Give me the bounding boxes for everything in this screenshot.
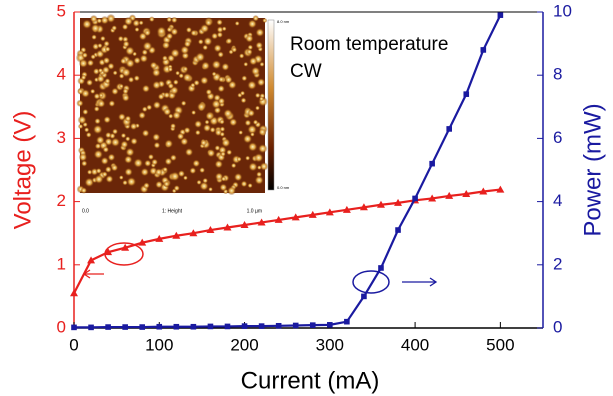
data-point bbox=[71, 325, 77, 331]
chart: 0.0 1: Height 1.0 µm 8.0 nm 0.0 nm Room … bbox=[0, 0, 613, 396]
x-tick-label: 500 bbox=[486, 335, 514, 354]
data-point bbox=[344, 319, 350, 325]
y2-tick-label: 4 bbox=[553, 191, 562, 210]
y2-tick-label: 0 bbox=[553, 317, 562, 336]
data-point bbox=[156, 324, 162, 330]
y-tick-label: 5 bbox=[57, 1, 66, 20]
y2-axis-label: Power (mW) bbox=[579, 103, 606, 236]
series-marker-circle bbox=[353, 271, 389, 293]
data-point bbox=[481, 47, 487, 53]
y2-tick-label: 10 bbox=[553, 1, 572, 20]
data-point bbox=[429, 161, 435, 167]
y-tick-label: 3 bbox=[57, 128, 66, 147]
data-point bbox=[208, 324, 214, 330]
data-point bbox=[276, 323, 282, 329]
x-tick-label: 300 bbox=[316, 335, 344, 354]
data-point bbox=[122, 324, 128, 330]
series-line bbox=[74, 190, 500, 294]
data-point bbox=[378, 265, 384, 271]
y2-tick-label: 2 bbox=[553, 254, 562, 273]
x-tick-label: 100 bbox=[145, 335, 173, 354]
inset-label: 8.0 nm bbox=[277, 19, 290, 24]
data-point bbox=[88, 325, 94, 331]
y-axis-label: Voltage (V) bbox=[9, 111, 36, 230]
x-axis-label: Current (mA) bbox=[241, 367, 380, 394]
inset-label: 1: Height bbox=[162, 208, 183, 214]
y-tick-label: 4 bbox=[57, 65, 66, 84]
data-point bbox=[139, 324, 145, 330]
data-point bbox=[105, 324, 111, 330]
y2-tick-label: 6 bbox=[553, 128, 562, 147]
data-point bbox=[463, 91, 469, 97]
data-point bbox=[446, 126, 452, 132]
y-tick-label: 0 bbox=[57, 317, 66, 336]
inset-label: 1.0 µm bbox=[247, 208, 262, 214]
inset-image bbox=[76, 14, 274, 195]
data-point bbox=[395, 227, 401, 233]
inset-label: 0.0 nm bbox=[277, 185, 290, 190]
annotation: Room temperature bbox=[290, 34, 448, 55]
data-point bbox=[412, 196, 418, 202]
data-point bbox=[327, 322, 333, 328]
y-tick-label: 1 bbox=[57, 254, 66, 273]
arrow bbox=[84, 270, 104, 278]
data-point bbox=[498, 12, 504, 18]
data-point bbox=[191, 324, 197, 330]
y2-tick-label: 8 bbox=[553, 65, 562, 84]
data-point bbox=[293, 323, 299, 329]
data-point bbox=[70, 289, 78, 296]
data-point bbox=[259, 323, 265, 329]
x-tick-label: 400 bbox=[401, 335, 429, 354]
data-point bbox=[174, 324, 180, 330]
data-point bbox=[225, 324, 231, 330]
arrow bbox=[402, 278, 436, 286]
x-tick-label: 0 bbox=[69, 335, 78, 354]
data-point bbox=[242, 323, 248, 329]
x-tick-label: 200 bbox=[230, 335, 258, 354]
annotation: CW bbox=[290, 61, 322, 82]
inset-label: 0.0 bbox=[82, 208, 89, 214]
y-tick-label: 2 bbox=[57, 191, 66, 210]
data-point bbox=[310, 322, 316, 328]
data-point bbox=[361, 294, 367, 300]
